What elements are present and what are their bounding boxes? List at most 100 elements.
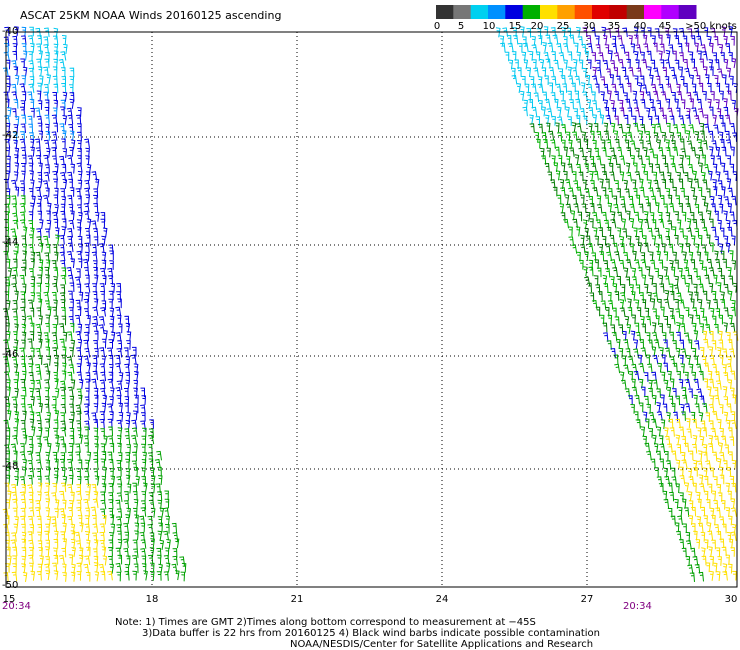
wind-barb	[689, 212, 695, 222]
wind-barb	[142, 451, 147, 462]
wind-barb	[591, 100, 598, 110]
wind-barb	[728, 52, 733, 62]
wind-barb	[172, 555, 178, 566]
wind-barb	[702, 403, 708, 413]
wind-barb	[695, 363, 702, 374]
wind-barb	[131, 427, 138, 437]
wind-barb	[100, 458, 106, 469]
wind-barb	[108, 508, 114, 518]
wind-barb	[563, 59, 568, 70]
wind-barb	[704, 74, 710, 85]
wind-barb	[680, 348, 687, 358]
wind-barb	[692, 218, 698, 229]
note-line-1: Note: 1) Times are GMT 2)Times along bot…	[115, 617, 536, 628]
wind-barb	[126, 331, 132, 342]
wind-barb	[118, 372, 124, 383]
wind-barb	[637, 242, 642, 253]
wind-barb	[20, 187, 25, 197]
wind-barb	[28, 507, 35, 517]
wind-barb	[4, 444, 11, 454]
wind-barb	[93, 188, 99, 198]
wind-barb	[727, 203, 732, 214]
wind-barb	[59, 323, 65, 333]
wind-barb	[28, 162, 34, 173]
wind-barb	[664, 347, 671, 358]
wind-barb	[28, 499, 34, 509]
wind-barb	[655, 315, 660, 326]
wind-barb	[708, 146, 714, 157]
wind-barb	[658, 34, 663, 45]
wind-barb	[707, 530, 714, 541]
wind-barb	[46, 210, 51, 221]
wind-barb	[70, 379, 76, 390]
wind-barb	[639, 75, 645, 86]
wind-barb	[51, 114, 58, 125]
wind-barb	[61, 76, 66, 86]
wind-barb	[69, 347, 74, 358]
wind-barb	[713, 323, 719, 334]
wind-barb	[20, 123, 26, 133]
wind-barb	[643, 211, 649, 222]
wind-barb	[595, 219, 602, 229]
wind-barb	[526, 91, 531, 102]
wind-barb	[684, 42, 690, 53]
wind-barb	[707, 483, 713, 494]
wind-barb	[52, 92, 57, 102]
wind-barb	[678, 52, 684, 62]
wind-barb	[562, 42, 569, 53]
wind-barb	[84, 555, 91, 565]
wind-barb	[575, 98, 581, 109]
wind-barb	[21, 170, 26, 181]
wind-barb	[537, 76, 543, 87]
wind-barb	[61, 196, 66, 206]
wind-barb	[558, 52, 565, 62]
wind-barb	[36, 282, 42, 293]
wind-barb	[642, 435, 647, 446]
wind-barb	[731, 99, 736, 110]
colorbar-swatch	[678, 5, 697, 19]
wind-barb	[60, 67, 66, 77]
wind-barb	[67, 242, 74, 253]
wind-barb	[666, 323, 672, 334]
wind-barb	[591, 299, 598, 310]
wind-barb	[698, 370, 704, 381]
wind-barb	[19, 451, 26, 461]
wind-barb	[51, 291, 57, 302]
wind-barb	[132, 491, 138, 501]
wind-barb	[702, 316, 708, 327]
wind-barb	[688, 450, 694, 461]
wind-barb	[619, 299, 625, 310]
wind-barb	[694, 27, 700, 38]
wind-barb	[44, 164, 50, 174]
wind-barb	[701, 356, 707, 366]
wind-barb	[107, 403, 113, 413]
wind-barb	[108, 555, 113, 566]
wind-barb	[694, 340, 700, 350]
wind-barb	[163, 507, 170, 517]
wind-barb	[74, 314, 81, 325]
wind-barb	[148, 554, 154, 565]
wind-barb	[547, 171, 552, 182]
wind-barb	[36, 90, 42, 101]
wind-barb	[108, 499, 114, 509]
wind-barb	[35, 347, 41, 358]
wind-barb	[36, 228, 42, 238]
wind-barb	[703, 515, 708, 525]
wind-barb	[101, 402, 107, 413]
wind-barb	[658, 107, 665, 118]
wind-barb	[12, 435, 18, 445]
wind-barb	[712, 274, 718, 285]
wind-barb	[575, 115, 581, 125]
wind-barb	[61, 467, 66, 477]
wind-barb	[43, 291, 50, 302]
wind-barb	[77, 515, 83, 525]
wind-barb	[639, 91, 645, 101]
wind-barb	[134, 530, 139, 541]
wind-barb	[542, 91, 548, 102]
wind-barb	[92, 523, 99, 534]
wind-barb	[679, 354, 684, 365]
wind-barb	[4, 26, 10, 37]
wind-barb	[37, 35, 42, 45]
wind-barb	[715, 507, 721, 517]
wind-barb	[655, 187, 661, 198]
